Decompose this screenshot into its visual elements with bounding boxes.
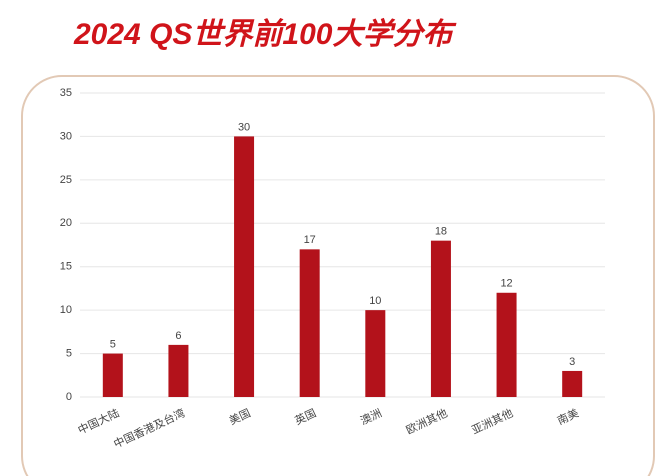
- frame: [21, 75, 655, 476]
- value-label: 3: [569, 356, 575, 368]
- bar: [234, 136, 255, 397]
- y-tick-label: 35: [60, 87, 72, 99]
- x-tick-label: 中国香港及台湾: [111, 406, 187, 451]
- value-label: 17: [304, 234, 316, 246]
- value-label: 10: [369, 295, 381, 307]
- bar: [365, 310, 386, 397]
- x-tick-label: 南美: [555, 407, 580, 428]
- x-tick-label: 美国: [227, 407, 252, 428]
- x-tick-label: 澳洲: [358, 407, 383, 428]
- bar: [562, 370, 583, 397]
- y-tick-label: 5: [66, 347, 72, 359]
- value-label: 30: [238, 121, 250, 133]
- bar: [102, 353, 123, 397]
- value-label: 6: [175, 330, 181, 342]
- bar: [496, 292, 517, 397]
- y-tick-label: 30: [60, 130, 72, 142]
- y-tick-label: 10: [60, 304, 72, 316]
- x-tick-label: 欧洲其他: [404, 407, 449, 437]
- bar: [430, 240, 451, 397]
- x-tick-label: 中国大陆: [76, 406, 122, 437]
- x-tick-label: 英国: [292, 406, 318, 428]
- y-tick-label: 0: [66, 391, 72, 403]
- y-tick-label: 15: [60, 261, 72, 273]
- chart-title: 2024 QS世界前100大学分布: [73, 17, 457, 51]
- y-tick-label: 25: [60, 174, 72, 186]
- y-tick-label: 20: [60, 217, 72, 229]
- bar: [299, 249, 320, 397]
- value-label: 18: [435, 226, 447, 238]
- x-tick-label: 亚洲其他: [470, 407, 515, 437]
- bar: [168, 344, 189, 397]
- value-label: 12: [500, 278, 512, 290]
- value-label: 5: [110, 338, 116, 350]
